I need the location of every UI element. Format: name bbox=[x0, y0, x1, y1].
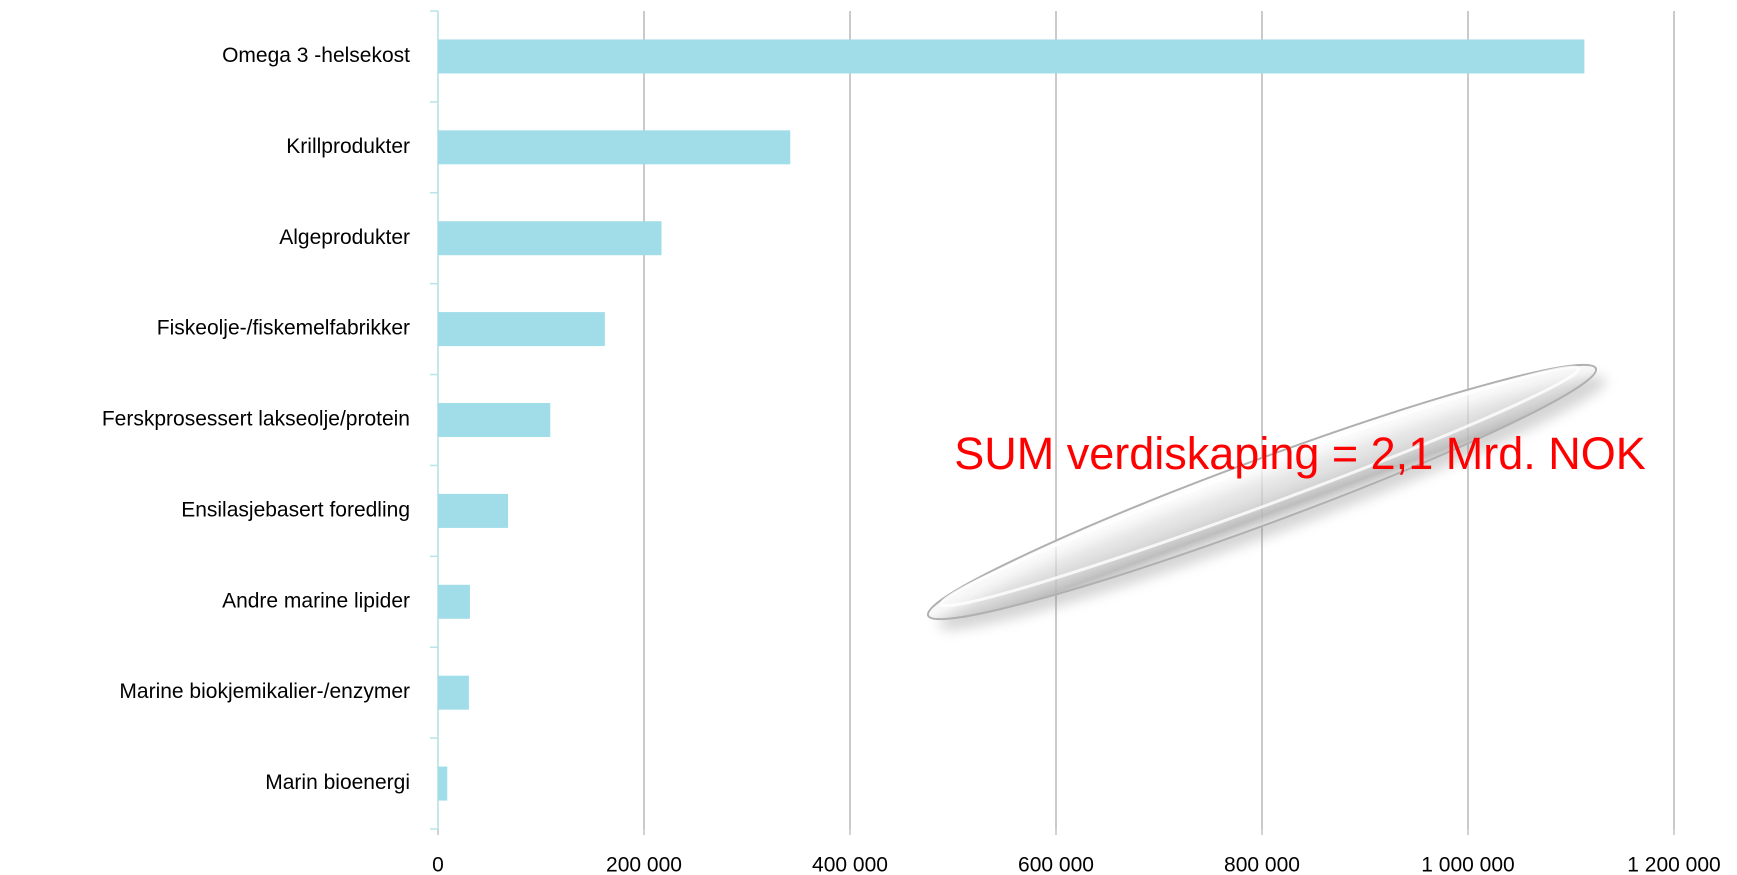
bar bbox=[438, 494, 508, 528]
x-tick-label: 200 000 bbox=[606, 854, 682, 875]
bar bbox=[438, 585, 470, 619]
x-tick-label: 800 000 bbox=[1224, 854, 1300, 875]
x-tick-label: 1 000 000 bbox=[1421, 854, 1514, 875]
y-tick-label: Ferskprosessert lakseolje/protein bbox=[102, 408, 410, 431]
bar bbox=[438, 130, 790, 164]
x-tick-label: 400 000 bbox=[812, 854, 888, 875]
y-tick-label: Omega 3 -helsekost bbox=[222, 44, 410, 67]
y-tick-label: Marin bioenergi bbox=[265, 771, 410, 794]
bar bbox=[438, 312, 605, 346]
bar bbox=[438, 676, 469, 710]
glass-ellipse bbox=[917, 336, 1617, 656]
annotation: SUM verdiskaping = 2,1 Mrd. NOK bbox=[954, 428, 1646, 479]
y-tick-label: Krillprodukter bbox=[286, 135, 410, 158]
y-tick-label: Ensilasjebasert foredling bbox=[181, 498, 410, 521]
x-tick-label: 1 200 000 bbox=[1627, 854, 1720, 875]
y-tick-label: Fiskeolje-/fiskemelfabrikker bbox=[157, 317, 410, 340]
bar bbox=[438, 767, 447, 801]
x-tick-label: 0 bbox=[432, 854, 444, 875]
y-tick-label: Marine biokjemikalier-/enzymer bbox=[119, 680, 410, 703]
x-tick-label: 600 000 bbox=[1018, 854, 1094, 875]
chart: 0 200 000 400 000 600 000 800 000 1 000 000 1 … bbox=[0, 0, 1737, 875]
y-tick-label: Algeprodukter bbox=[279, 226, 410, 249]
bar bbox=[438, 403, 550, 437]
y-tick-label: Andre marine lipider bbox=[222, 589, 410, 612]
bar bbox=[438, 39, 1584, 73]
bar bbox=[438, 221, 662, 255]
